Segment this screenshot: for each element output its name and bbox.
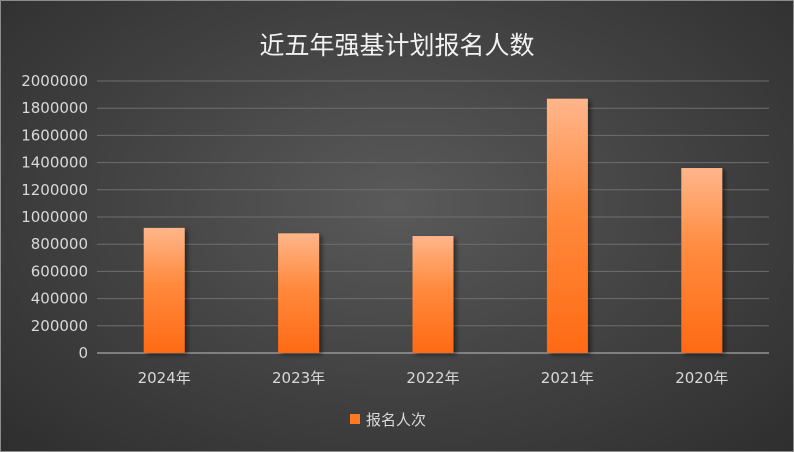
- x-tick-label: 2020年: [675, 369, 728, 387]
- bar-2022年: [412, 236, 454, 353]
- legend-swatch: [350, 414, 360, 424]
- y-tick-label: 0: [78, 344, 88, 362]
- x-tick-label: 2024年: [138, 369, 191, 387]
- y-tick-label: 1600000: [21, 126, 88, 144]
- bar-2020年: [681, 168, 723, 353]
- y-axis-ticks: 0 200000 400000 600000 800000 1000000 1200000 1…: [21, 72, 88, 362]
- bar-2021年: [546, 98, 588, 354]
- y-tick-label: 1400000: [21, 154, 88, 172]
- bar-2024年: [143, 227, 185, 353]
- y-tick-label: 1200000: [21, 181, 88, 199]
- y-tick-label: 600000: [31, 262, 88, 280]
- x-axis-ticks: 2024年 2023年 2022年 2021年 2020年: [138, 369, 729, 387]
- x-tick-label: 2023年: [272, 369, 325, 387]
- x-tick-label: 2021年: [541, 369, 594, 387]
- bar-2023年: [278, 233, 320, 353]
- gridlines: [97, 80, 769, 354]
- legend: 报名人次: [350, 411, 426, 429]
- chart-title: 近五年强基计划报名人数: [259, 31, 534, 60]
- x-tick-label: 2022年: [406, 369, 459, 387]
- y-tick-label: 2000000: [21, 72, 88, 90]
- y-tick-label: 1000000: [21, 208, 88, 226]
- y-tick-label: 1800000: [21, 99, 88, 117]
- y-tick-label: 200000: [31, 317, 88, 335]
- legend-label: 报名人次: [366, 411, 426, 429]
- y-tick-label: 400000: [31, 290, 88, 308]
- y-tick-label: 800000: [31, 235, 88, 253]
- bars: [143, 98, 723, 354]
